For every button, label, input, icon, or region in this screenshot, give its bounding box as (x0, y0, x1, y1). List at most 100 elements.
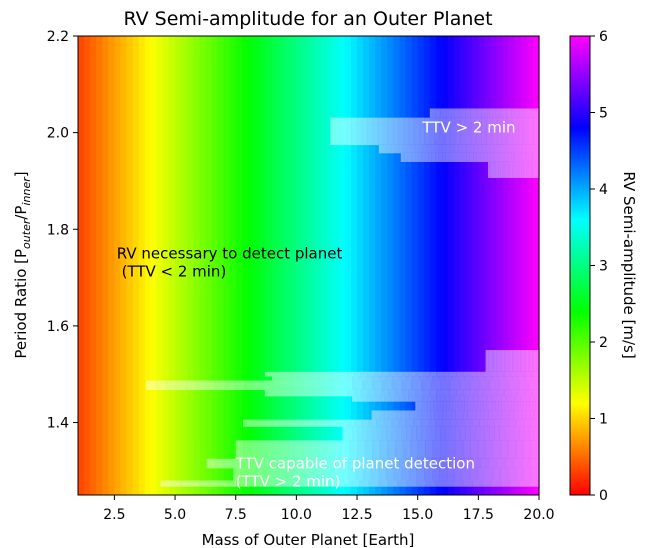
heatmap-cell (150, 36, 158, 495)
ttv-cell-tint (526, 350, 529, 373)
ttv-cell-tint (434, 144, 440, 154)
ttv-cell (516, 161, 518, 178)
ttv-cell (432, 108, 436, 119)
ttv-cell-tint (535, 152, 540, 163)
ttv-cell (454, 144, 460, 154)
ttv-cell (497, 152, 502, 163)
ttv-cell (468, 395, 475, 402)
ttv-cell (278, 371, 286, 377)
ttv-cell-tint (239, 458, 249, 469)
ttv-cell (421, 401, 426, 411)
ttv-cell (509, 161, 512, 178)
ttv-cell-tint (532, 401, 537, 411)
heatmap-cell (138, 36, 146, 495)
ttv-cell (443, 389, 451, 397)
heatmap-cell (120, 36, 128, 495)
ttv-cell (494, 350, 497, 373)
ttv-cell-tint (497, 152, 502, 163)
ttv-cell-tint (455, 440, 464, 460)
ttv-cell (443, 371, 451, 377)
ttv-cell-tint (332, 467, 341, 481)
ttv-cell (340, 467, 349, 481)
colorbar-tick-label: 2 (599, 335, 608, 351)
ttv-cell-tint (424, 467, 433, 481)
ttv-cell-tint (449, 371, 458, 377)
ttv-cell (496, 161, 499, 178)
ttv-cell-tint (528, 161, 531, 178)
ttv-cell-tint (321, 480, 332, 487)
ttv-cell-tint (248, 458, 258, 469)
ttv-cell-tint (309, 467, 318, 481)
ttv-cell-tint (398, 117, 404, 146)
ttv-cell (374, 389, 382, 397)
ttv-cell-tint (406, 426, 412, 441)
ttv-cell-tint (518, 389, 526, 397)
ttv-cell-tint (375, 410, 381, 421)
ttv-cell-tint (244, 380, 255, 391)
ttv-cell (518, 410, 523, 421)
ttv-cell (491, 161, 494, 178)
ttv-cell-tint (326, 371, 334, 377)
ttv-cell-tint (519, 161, 522, 178)
ttv-cell (491, 371, 499, 377)
ttv-cell (497, 350, 500, 373)
ttv-cell-tint (520, 401, 525, 411)
ttv-cell-tint (435, 426, 442, 441)
ttv-cell (438, 410, 444, 421)
ttv-cell (445, 376, 453, 381)
ttv-cell (442, 410, 448, 421)
ttv-cell (532, 371, 540, 377)
ttv-cell-tint (236, 480, 247, 487)
ttv-cell-tint (448, 108, 453, 119)
ttv-cell (476, 108, 480, 119)
ttv-cell (484, 426, 491, 441)
ttv-cell-tint (504, 161, 507, 178)
ttv-cell (370, 467, 380, 481)
ttv-cell (449, 152, 454, 163)
ttv-cell-tint (487, 152, 492, 163)
ttv-cell-tint (286, 467, 296, 481)
ttv-cell (457, 419, 466, 427)
ttv-cell (449, 401, 453, 411)
ttv-cell-tint (419, 117, 425, 146)
ttv-cell-tint (411, 152, 416, 163)
ttv-cell (376, 419, 385, 427)
ttv-cell-tint (206, 458, 216, 469)
ttv-cell-tint (424, 117, 431, 146)
ttv-cell-tint (281, 440, 290, 460)
ttv-cell-tint (361, 395, 367, 402)
ttv-cell (518, 376, 527, 381)
ttv-cell (478, 108, 483, 119)
ttv-cell-tint (347, 458, 357, 469)
ttv-cell-tint (518, 117, 524, 146)
ttv-cell (198, 480, 209, 487)
ttv-cell (489, 458, 499, 469)
ttv-cell (387, 440, 396, 460)
heatmap-cell (387, 36, 395, 495)
ttv-cell (319, 389, 328, 397)
ttv-cell (391, 426, 398, 441)
ttv-cell-tint (435, 108, 439, 119)
ttv-cell-tint (512, 161, 515, 178)
ttv-cell (497, 458, 507, 469)
ttv-cell-tint (498, 161, 501, 178)
ttv-cell-tint (349, 480, 360, 487)
ttv-cell (416, 426, 422, 441)
ttv-cell-tint (501, 350, 504, 373)
ttv-cell-tint (505, 376, 513, 381)
ttv-cell-tint (528, 108, 532, 119)
ttv-cell-tint (453, 480, 464, 487)
ttv-cell (401, 467, 410, 481)
heatmap-cell (284, 36, 291, 495)
ttv-cell (169, 480, 181, 487)
ttv-cell-tint (508, 440, 517, 460)
ttv-cell (395, 371, 403, 377)
heatmap-cell (532, 36, 540, 495)
ttv-cell-tint (491, 161, 494, 178)
ttv-cell-tint (445, 152, 450, 163)
ttv-cell-tint (217, 480, 228, 487)
x-tick-label: 2.5 (103, 507, 125, 523)
ttv-cell (488, 350, 491, 373)
ttv-cell (375, 410, 381, 421)
ttv-cell (236, 480, 247, 487)
